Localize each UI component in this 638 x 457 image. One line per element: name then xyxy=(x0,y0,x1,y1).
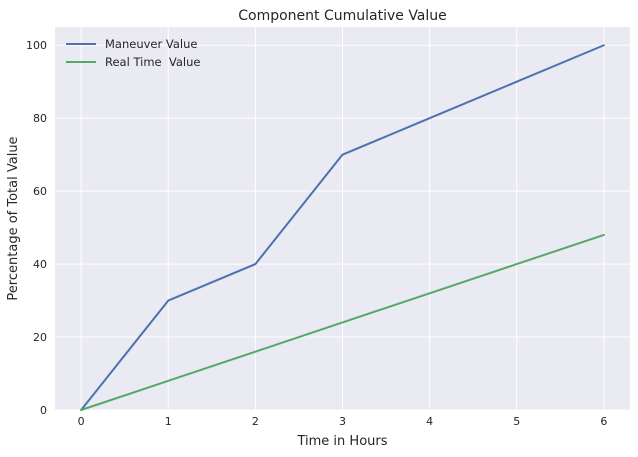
x-tick-label: 2 xyxy=(252,415,259,428)
legend-label-maneuver-value: Maneuver Value xyxy=(105,37,197,51)
x-tick-label: 6 xyxy=(600,415,607,428)
series-line-maneuver-value xyxy=(80,44,605,411)
x-tick-label: 5 xyxy=(513,415,520,428)
y-tick-label: 20 xyxy=(33,331,47,344)
y-tick-label: 60 xyxy=(33,185,47,198)
x-tick-label: 3 xyxy=(339,415,346,428)
y-tick-label: 0 xyxy=(40,404,47,417)
legend: Maneuver Value Real Time Value xyxy=(66,37,200,69)
x-tick-label: 1 xyxy=(165,415,172,428)
series-layer xyxy=(80,44,605,411)
y-tick-label: 40 xyxy=(33,258,47,271)
y-tick-label: 100 xyxy=(26,39,47,52)
x-tick-label: 4 xyxy=(426,415,433,428)
y-axis-label: Percentage of Total Value xyxy=(6,136,21,300)
y-tick-label: 80 xyxy=(33,112,47,125)
legend-label-real-time-value: Real Time Value xyxy=(105,55,200,69)
x-axis-label: Time in Hours xyxy=(296,434,387,449)
x-tick-label: 0 xyxy=(78,415,85,428)
series-line-real-time-value xyxy=(80,233,605,411)
grid xyxy=(55,27,630,411)
chart-title: Component Cumulative Value xyxy=(238,8,447,24)
